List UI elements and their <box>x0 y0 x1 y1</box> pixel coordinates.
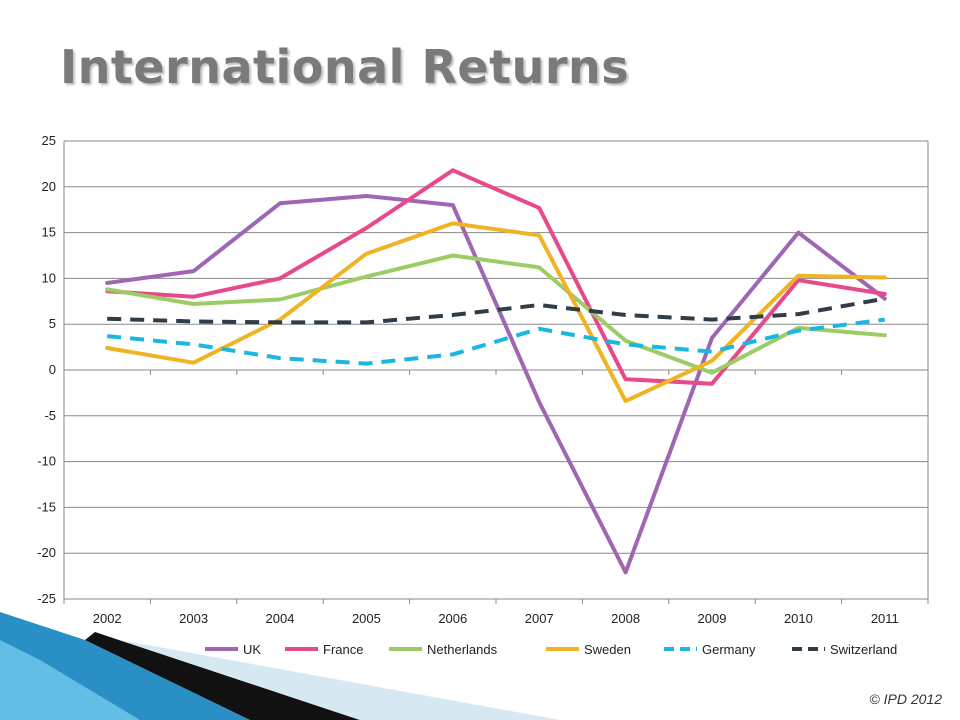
x-tick-label: 2010 <box>784 611 813 626</box>
y-tick-label: 10 <box>42 270 56 285</box>
legend-label-germany: Germany <box>702 642 756 657</box>
series-line-uk <box>105 194 887 575</box>
legend: UK France Netherlands Sweden Germany Switzerl… <box>205 642 897 657</box>
legend-label-netherlands: Netherlands <box>427 642 498 657</box>
y-tick-label: 15 <box>42 225 56 240</box>
corner-decoration <box>0 612 560 720</box>
copyright-notice: © IPD 2012 <box>869 691 942 707</box>
legend-label-uk: UK <box>243 642 261 657</box>
legend-label-france: France <box>323 642 363 657</box>
series-lines <box>105 168 887 575</box>
y-tick-label: -20 <box>37 545 56 560</box>
x-tick-label: 2005 <box>352 611 381 626</box>
x-tick-label: 2002 <box>93 611 122 626</box>
x-tick-label: 2008 <box>611 611 640 626</box>
legend-label-sweden: Sweden <box>584 642 631 657</box>
x-tick-label: 2004 <box>266 611 295 626</box>
legend-label-switzerland: Switzerland <box>830 642 897 657</box>
slide-title: International Returns <box>60 40 630 94</box>
x-tick-label: 2003 <box>179 611 208 626</box>
y-tick-label: 20 <box>42 179 56 194</box>
y-tick-label: 5 <box>49 316 56 331</box>
series-line-switzerland <box>107 296 886 325</box>
y-tick-label: -5 <box>44 408 56 423</box>
x-tick-label: 2007 <box>525 611 554 626</box>
x-tick-label: 2006 <box>438 611 467 626</box>
y-tick-label: 25 <box>42 133 56 148</box>
y-tick-label: -15 <box>37 499 56 514</box>
series-line-germany <box>107 317 886 366</box>
y-tick-label: 0 <box>49 362 56 377</box>
y-tick-label: -25 <box>37 591 56 606</box>
x-tick-label: 2011 <box>871 611 899 626</box>
series-line-france <box>105 168 887 386</box>
y-tick-label: -10 <box>37 454 56 469</box>
x-tick-label: 2009 <box>698 611 727 626</box>
series-line-netherlands <box>105 253 887 375</box>
axes: 25 20 15 10 5 0 -5 -10 -15 -20 -25 2002 2003 2004 2005… <box>37 133 929 626</box>
